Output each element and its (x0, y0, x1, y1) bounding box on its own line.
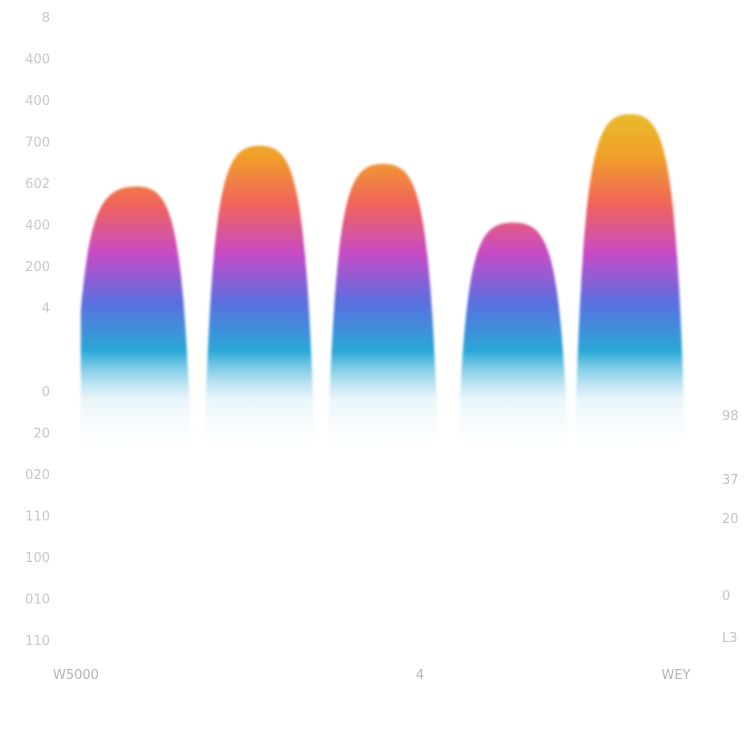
y-tick-label-left: 20 (33, 426, 50, 441)
x-tick-label: W5000 (53, 668, 99, 683)
x-axis: W5000 4 WEY (53, 668, 691, 683)
y-tick-label-left: 4 (42, 302, 50, 317)
y-tick-label-left: 700 (25, 136, 50, 151)
y-tick-label-right: 37 (722, 473, 739, 488)
y-tick-label-left: 602 (25, 177, 50, 192)
y-tick-label-right: L3 (722, 631, 738, 646)
y-tick-label-left: 010 (25, 592, 50, 607)
y-tick-label-left: 110 (25, 509, 50, 524)
plot-area (80, 114, 720, 560)
y-axis-right: 98 37 20 0 L3 (722, 409, 739, 646)
y-tick-label-left: 400 (25, 219, 50, 234)
y-tick-label-left: 400 (25, 94, 50, 109)
x-tick-label: WEY (661, 668, 690, 683)
y-tick-label-left: 400 (25, 53, 50, 68)
y-tick-label-left: 200 (25, 260, 50, 275)
x-tick-label: 4 (416, 668, 424, 683)
y-tick-label-left: 110 (25, 634, 50, 649)
y-tick-label-right: 20 (722, 512, 739, 527)
y-tick-label-left: 100 (25, 551, 50, 566)
right-fade-overlay (560, 120, 720, 560)
y-tick-label-left: 020 (25, 468, 50, 483)
area-series (80, 114, 686, 463)
y-tick-label-left: 8 (42, 11, 50, 26)
y-tick-label-right: 98 (722, 409, 739, 424)
y-tick-label-right: 0 (722, 589, 730, 604)
y-tick-label-left: 0 (42, 385, 50, 400)
